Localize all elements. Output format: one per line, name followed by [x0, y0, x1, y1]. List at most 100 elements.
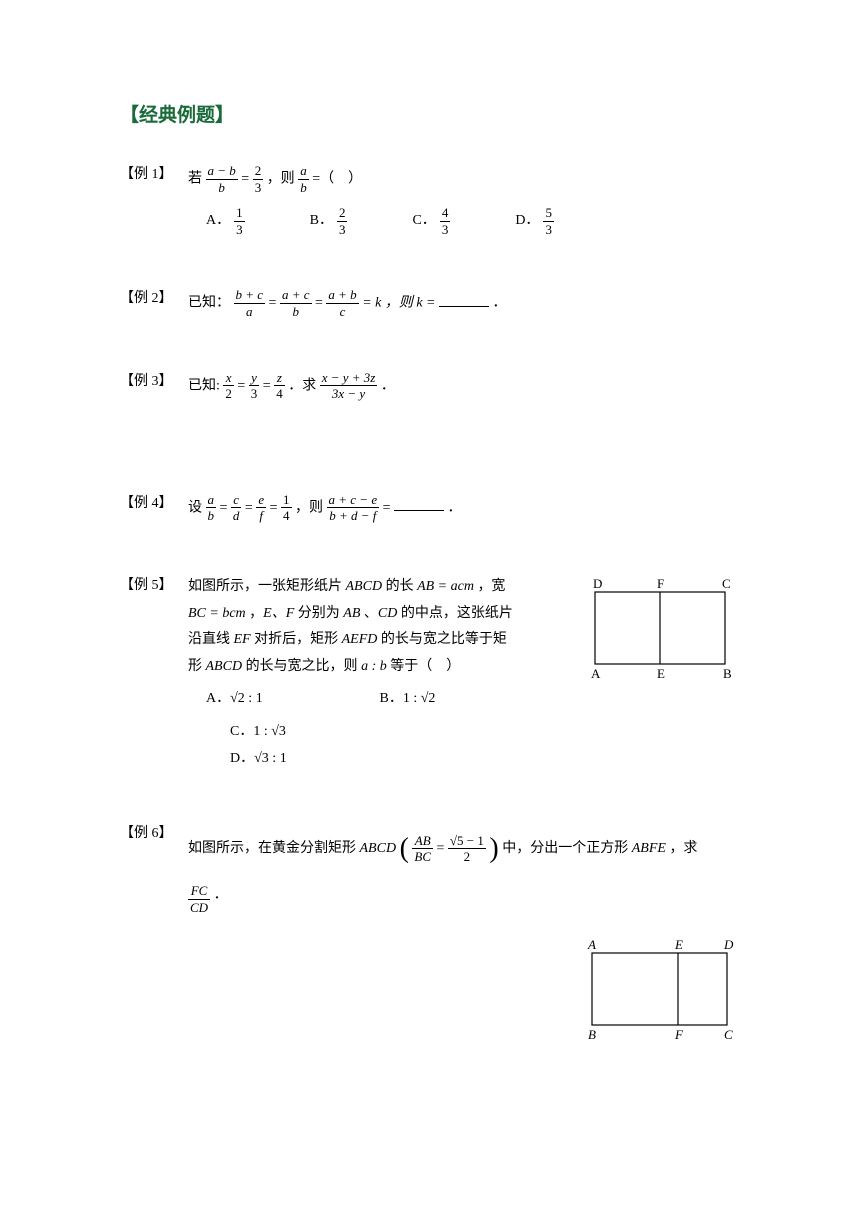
- problem-label: 【例 4】: [120, 492, 188, 512]
- equals: =: [241, 171, 252, 186]
- text: 、: [360, 606, 378, 621]
- figure-rectangle: D F C A E B: [580, 574, 740, 772]
- fraction: b + c a: [234, 287, 266, 319]
- fraction: 4 3: [440, 205, 451, 237]
- fraction: a + c b: [280, 287, 312, 319]
- problem-1: 【例 1】 若 a − b b = 2 3 ，则 a b =（ ） A． 1 3: [120, 163, 740, 237]
- fraction: 1 4: [281, 492, 292, 524]
- numerator: √5 − 1: [448, 833, 486, 850]
- problem-content: 设 a b = c d = e f = 1 4 ，则 a + c − e b +…: [188, 492, 740, 524]
- problem-label: 【例 2】: [120, 287, 188, 307]
- fig-label: D: [593, 576, 602, 591]
- denominator: b: [206, 180, 238, 196]
- option-d: D．√3 : 1: [230, 746, 400, 773]
- text: 若: [188, 171, 202, 186]
- numerator: 2: [337, 205, 348, 222]
- fraction: a − b b: [206, 163, 238, 195]
- option-b: B．1 : √2: [380, 686, 550, 713]
- fraction: z 4: [274, 370, 285, 402]
- equals: =: [315, 296, 326, 311]
- var: EF: [234, 632, 251, 647]
- numerator: x: [223, 370, 234, 387]
- fig-label: F: [674, 1027, 684, 1042]
- problem-4: 【例 4】 设 a b = c d = e f = 1 4 ，则 a + c −…: [120, 492, 740, 524]
- option-letter: B．: [380, 691, 403, 706]
- numerator: 2: [253, 163, 264, 180]
- denominator: 3: [249, 386, 260, 402]
- numerator: y: [249, 370, 260, 387]
- denominator: f: [256, 508, 266, 524]
- numerator: b + c: [234, 287, 266, 304]
- fraction: 1 3: [234, 205, 245, 237]
- numerator: e: [256, 492, 266, 509]
- problem-6: 【例 6】 如图所示，在黄金分割矩形 ABCD ( AB BC = √5 − 1…: [120, 822, 740, 1045]
- text: ，求: [666, 841, 698, 856]
- fraction: FC CD: [188, 883, 210, 915]
- text: ，则: [295, 500, 323, 515]
- text: 分别为: [294, 606, 343, 621]
- denominator: c: [326, 304, 358, 320]
- rectangle-diagram: D F C A E B: [580, 574, 740, 684]
- denominator: a: [234, 304, 266, 320]
- text: 沿直线: [188, 632, 234, 647]
- problem-label: 【例 1】: [120, 163, 188, 183]
- text: 已知：: [188, 296, 230, 311]
- blank-line: [394, 497, 444, 511]
- text: 的长与宽之比，则: [242, 659, 361, 674]
- fraction: 2 3: [337, 205, 348, 237]
- option-letter: C．: [412, 208, 435, 235]
- option-c: C．1 : √3: [230, 719, 400, 746]
- text: 对折后，矩形: [251, 632, 342, 647]
- equals: =: [245, 500, 256, 515]
- fraction: c d: [231, 492, 242, 524]
- problem-label: 【例 3】: [120, 370, 188, 390]
- numerator: a + c: [280, 287, 312, 304]
- paren-right: ): [489, 833, 498, 864]
- equals: =: [263, 378, 274, 393]
- option-a: A．√2 : 1: [206, 686, 376, 713]
- fig-label: C: [722, 576, 731, 591]
- paren-left: (: [400, 833, 409, 864]
- fig-label: A: [591, 666, 601, 681]
- numerator: AB: [412, 833, 433, 850]
- option-letter: B．: [310, 208, 333, 235]
- fraction: y 3: [249, 370, 260, 402]
- denominator: 3: [253, 180, 264, 196]
- problem-content: 如图所示，在黄金分割矩形 ABCD ( AB BC = √5 − 1 2 ) 中…: [188, 822, 740, 1045]
- denominator: b: [280, 304, 312, 320]
- figure-wrap: A E D B F C: [188, 935, 740, 1045]
- equals: =: [220, 500, 231, 515]
- problem-2: 【例 2】 已知： b + c a = a + c b = a + b c = …: [120, 287, 740, 319]
- fraction: a b: [298, 163, 309, 195]
- fig-label: A: [587, 937, 596, 952]
- fraction: a + b c: [326, 287, 358, 319]
- numerator: a: [298, 163, 309, 180]
- text: 形: [188, 659, 206, 674]
- var: ABCD: [346, 579, 383, 594]
- fraction: x 2: [223, 370, 234, 402]
- fraction: AB BC: [412, 833, 433, 865]
- fraction: 2 3: [253, 163, 264, 195]
- text: ，宽: [474, 579, 506, 594]
- denominator: 4: [281, 508, 292, 524]
- problem-content: 如图所示，一张矩形纸片 ABCD 的长 AB = acm ，宽 BC = bcm…: [188, 574, 740, 772]
- numerator: x − y + 3z: [320, 370, 378, 387]
- numerator: a + b: [326, 287, 358, 304]
- denominator: d: [231, 508, 242, 524]
- equals: =: [270, 500, 281, 515]
- problem-text: 如图所示，一张矩形纸片 ABCD 的长 AB = acm ，宽 BC = bcm…: [188, 574, 560, 772]
- option-c: C． 4 3: [412, 205, 450, 237]
- text: 已知:: [188, 378, 223, 393]
- numerator: z: [274, 370, 285, 387]
- problem-label: 【例 6】: [120, 822, 188, 842]
- option-value: √2 : 1: [230, 691, 263, 706]
- numerator: a + c − e: [327, 492, 380, 509]
- denominator: 4: [274, 386, 285, 402]
- options-row: A． 1 3 B． 2 3 C． 4 3: [188, 205, 740, 237]
- fig-label: B: [723, 666, 732, 681]
- fraction: 5 3: [543, 205, 554, 237]
- denominator: 3: [337, 222, 348, 238]
- denominator: 3: [543, 222, 554, 238]
- option-b: B． 2 3: [310, 205, 348, 237]
- text: 如图所示，在黄金分割矩形: [188, 841, 360, 856]
